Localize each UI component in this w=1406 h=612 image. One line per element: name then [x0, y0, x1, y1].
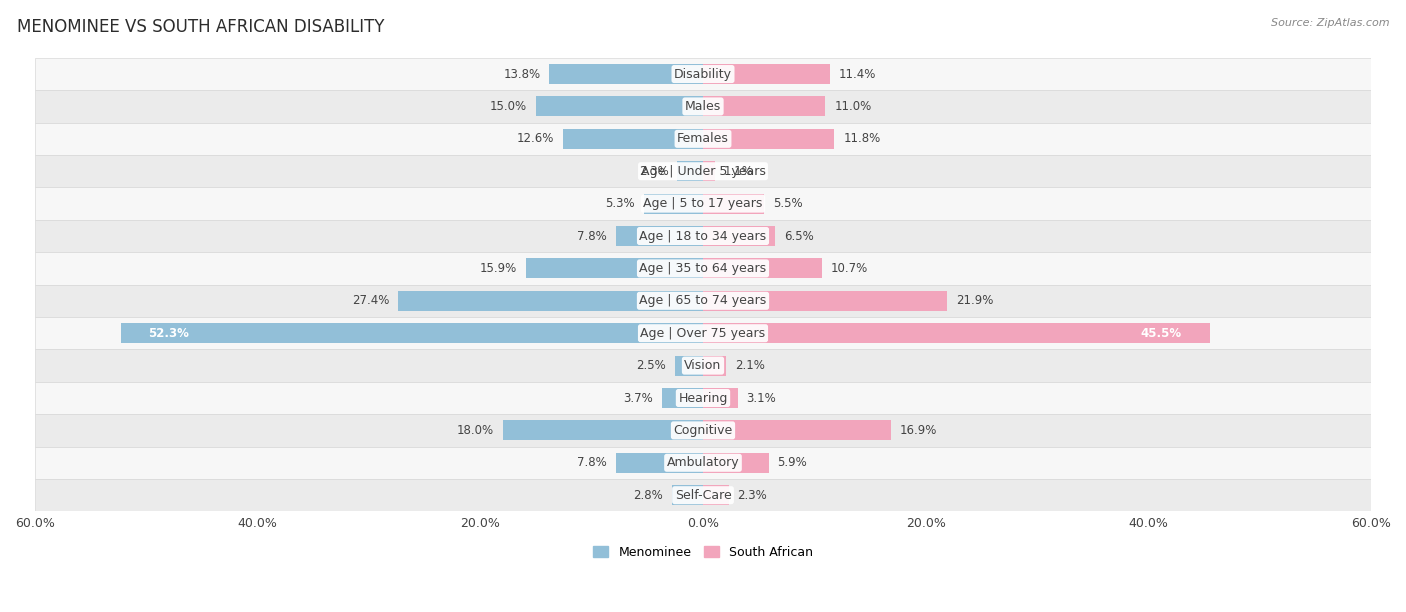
- Text: Cognitive: Cognitive: [673, 424, 733, 437]
- Text: 3.1%: 3.1%: [747, 392, 776, 405]
- Text: 11.8%: 11.8%: [844, 132, 880, 145]
- Bar: [35, 90, 1371, 122]
- Bar: [562, 129, 703, 149]
- Text: Age | Under 5 years: Age | Under 5 years: [641, 165, 765, 177]
- Text: Self-Care: Self-Care: [675, 489, 731, 502]
- Text: 15.9%: 15.9%: [479, 262, 517, 275]
- Bar: [662, 388, 703, 408]
- Text: Age | 18 to 34 years: Age | 18 to 34 years: [640, 230, 766, 242]
- Bar: [526, 258, 703, 278]
- Bar: [35, 447, 1371, 479]
- Bar: [35, 479, 1371, 512]
- Bar: [35, 414, 1371, 447]
- Text: 1.1%: 1.1%: [724, 165, 754, 177]
- Text: 2.3%: 2.3%: [638, 165, 668, 177]
- Text: 3.7%: 3.7%: [623, 392, 652, 405]
- Bar: [703, 226, 775, 246]
- Text: 2.5%: 2.5%: [637, 359, 666, 372]
- Text: 27.4%: 27.4%: [352, 294, 389, 307]
- Bar: [35, 285, 1371, 317]
- Text: 7.8%: 7.8%: [578, 230, 607, 242]
- Bar: [703, 420, 891, 441]
- Bar: [703, 291, 946, 311]
- Bar: [536, 97, 703, 116]
- Bar: [35, 187, 1371, 220]
- Text: 5.9%: 5.9%: [778, 457, 807, 469]
- Legend: Menominee, South African: Menominee, South African: [588, 541, 818, 564]
- Bar: [703, 453, 769, 473]
- Text: 2.3%: 2.3%: [738, 489, 768, 502]
- Bar: [703, 64, 830, 84]
- Text: Age | 5 to 17 years: Age | 5 to 17 years: [644, 197, 762, 210]
- Bar: [121, 323, 703, 343]
- Text: Age | 35 to 64 years: Age | 35 to 64 years: [640, 262, 766, 275]
- Bar: [703, 485, 728, 506]
- Text: MENOMINEE VS SOUTH AFRICAN DISABILITY: MENOMINEE VS SOUTH AFRICAN DISABILITY: [17, 18, 384, 36]
- Bar: [550, 64, 703, 84]
- Text: Ambulatory: Ambulatory: [666, 457, 740, 469]
- Text: 21.9%: 21.9%: [956, 294, 993, 307]
- Bar: [703, 161, 716, 181]
- Text: Age | Over 75 years: Age | Over 75 years: [641, 327, 765, 340]
- Text: 5.5%: 5.5%: [773, 197, 803, 210]
- Text: 12.6%: 12.6%: [516, 132, 554, 145]
- Bar: [616, 453, 703, 473]
- Text: Hearing: Hearing: [678, 392, 728, 405]
- Text: 15.0%: 15.0%: [489, 100, 527, 113]
- Bar: [616, 226, 703, 246]
- Bar: [703, 356, 727, 376]
- Text: 2.1%: 2.1%: [735, 359, 765, 372]
- Text: Source: ZipAtlas.com: Source: ZipAtlas.com: [1271, 18, 1389, 28]
- Bar: [703, 323, 1209, 343]
- Text: 13.8%: 13.8%: [503, 67, 540, 81]
- Text: Disability: Disability: [673, 67, 733, 81]
- Bar: [35, 58, 1371, 90]
- Bar: [678, 161, 703, 181]
- Text: Vision: Vision: [685, 359, 721, 372]
- Text: Females: Females: [678, 132, 728, 145]
- Bar: [703, 388, 738, 408]
- Bar: [35, 252, 1371, 285]
- Bar: [703, 193, 765, 214]
- Text: 11.4%: 11.4%: [839, 67, 876, 81]
- Bar: [644, 193, 703, 214]
- Text: 11.0%: 11.0%: [834, 100, 872, 113]
- Text: 7.8%: 7.8%: [578, 457, 607, 469]
- Bar: [35, 155, 1371, 187]
- Bar: [703, 258, 823, 278]
- Text: 10.7%: 10.7%: [831, 262, 869, 275]
- Bar: [35, 382, 1371, 414]
- Text: 45.5%: 45.5%: [1140, 327, 1182, 340]
- Bar: [35, 122, 1371, 155]
- Text: 5.3%: 5.3%: [606, 197, 636, 210]
- Bar: [398, 291, 703, 311]
- Bar: [703, 129, 834, 149]
- Bar: [35, 349, 1371, 382]
- Bar: [35, 220, 1371, 252]
- Text: Males: Males: [685, 100, 721, 113]
- Bar: [35, 317, 1371, 349]
- Text: 6.5%: 6.5%: [785, 230, 814, 242]
- Bar: [703, 97, 825, 116]
- Text: 16.9%: 16.9%: [900, 424, 938, 437]
- Text: 2.8%: 2.8%: [633, 489, 662, 502]
- Text: 52.3%: 52.3%: [149, 327, 190, 340]
- Bar: [502, 420, 703, 441]
- Bar: [672, 485, 703, 506]
- Text: Age | 65 to 74 years: Age | 65 to 74 years: [640, 294, 766, 307]
- Bar: [675, 356, 703, 376]
- Text: 18.0%: 18.0%: [457, 424, 494, 437]
